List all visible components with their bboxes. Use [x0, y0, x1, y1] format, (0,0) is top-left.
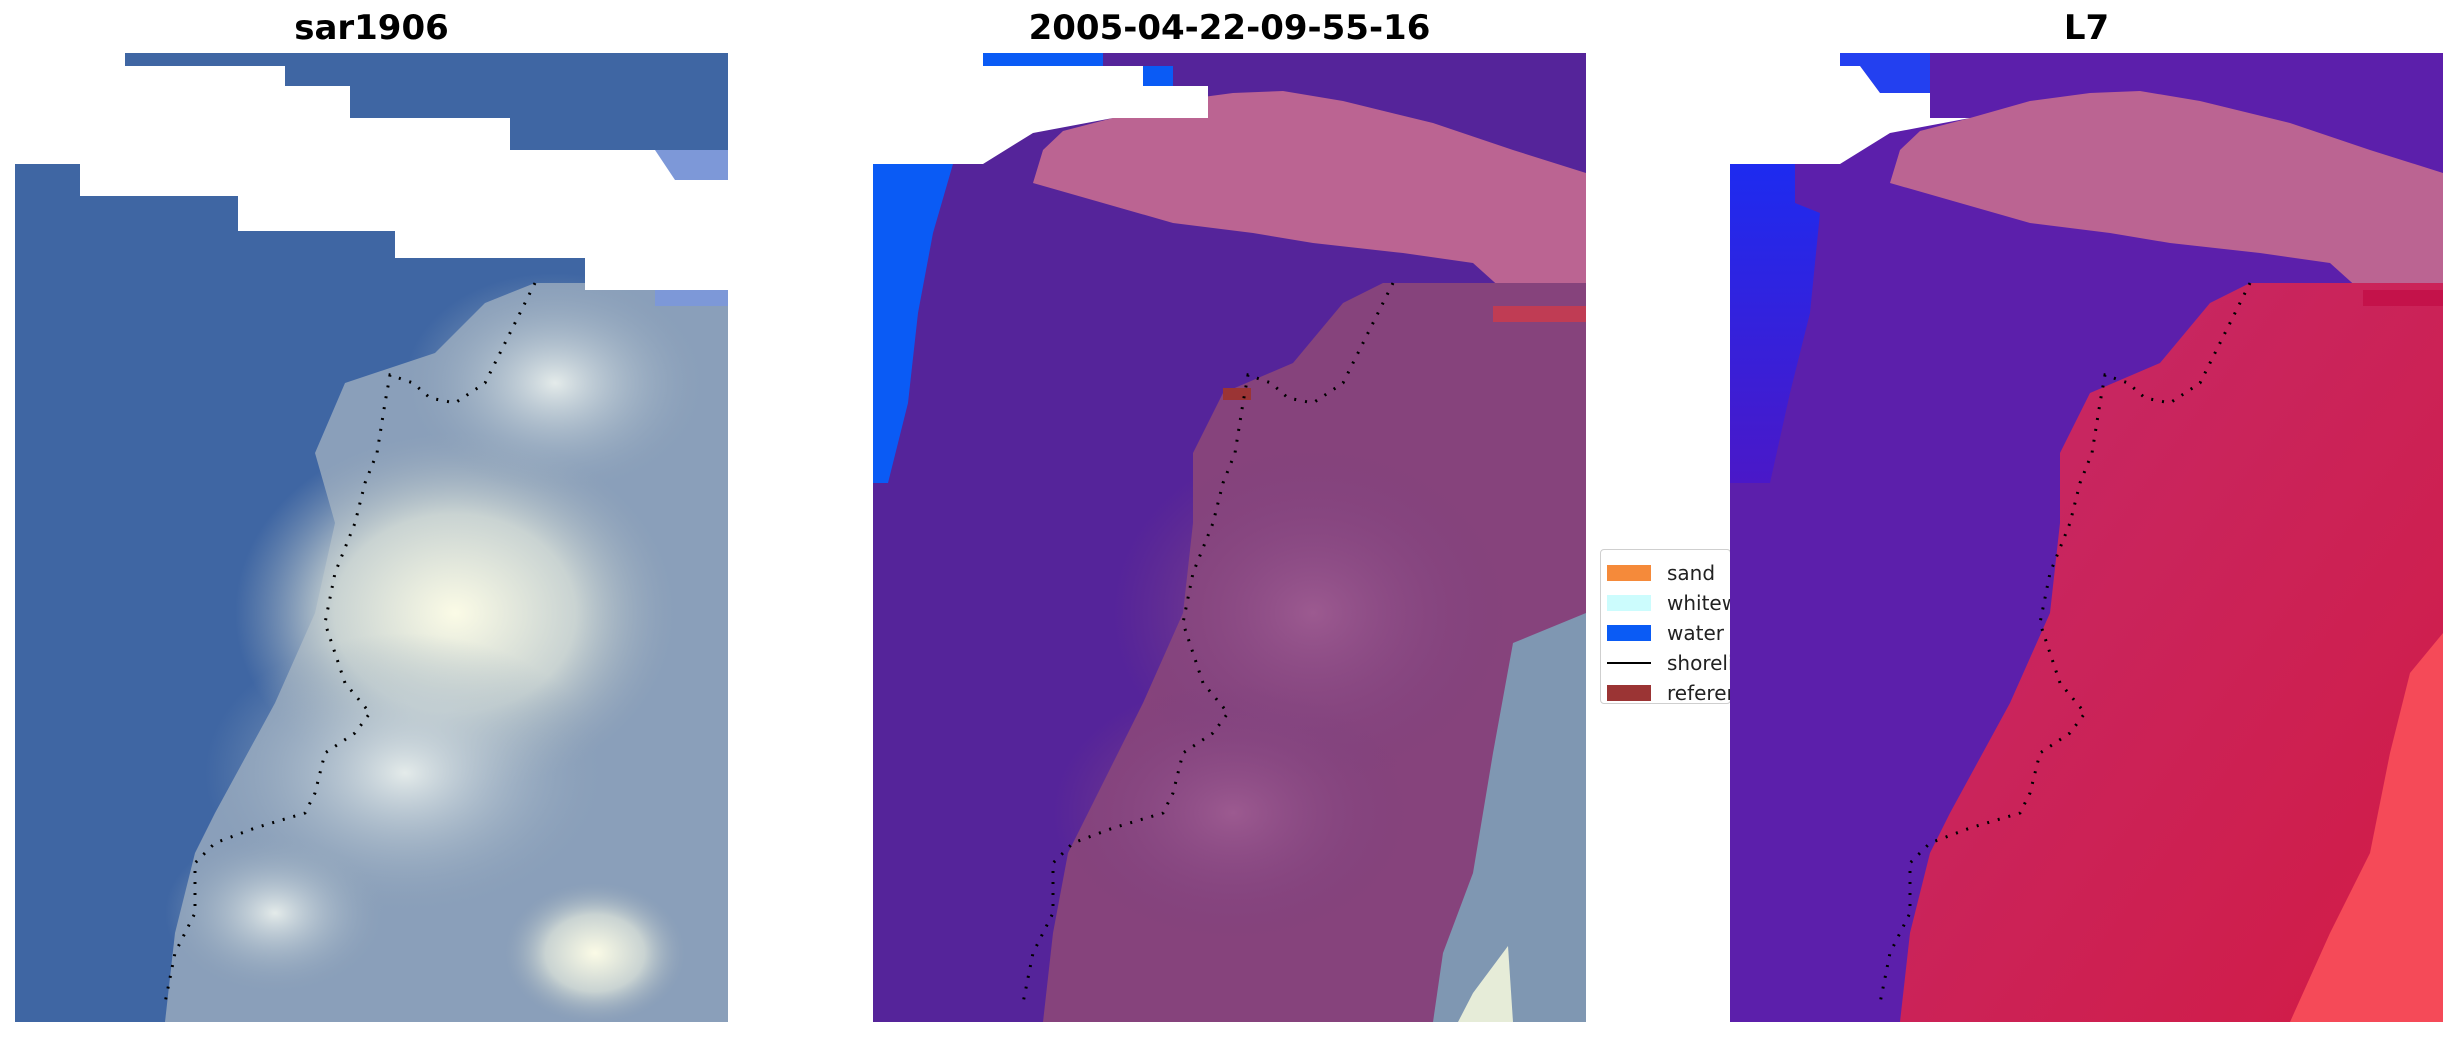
legend-label: shoreline	[1667, 651, 1730, 675]
reference-shoreline-swatch	[1607, 685, 1651, 701]
shoreline-line-swatch	[1607, 662, 1651, 664]
satellite-rgb-image	[15, 53, 728, 1022]
sand-swatch	[1607, 565, 1651, 581]
whitewater-swatch	[1607, 595, 1651, 611]
panel-title-2: 2005-04-22-09-55-16	[1028, 8, 1431, 48]
legend-label: water	[1667, 621, 1724, 645]
classified-image	[873, 53, 1586, 1022]
panel-title-1: sar1906	[294, 8, 449, 48]
legend-label: reference shoreline	[1667, 681, 1730, 704]
legend-label: sand	[1667, 561, 1716, 585]
probability-image	[1730, 53, 2443, 1022]
legend-item-water: water	[1607, 618, 1730, 648]
legend-item-shoreline: shoreline	[1607, 648, 1730, 678]
panel-overlap-mask	[1730, 549, 1736, 704]
water-swatch	[1607, 625, 1651, 641]
legend-item-reference-shoreline: reference shoreline	[1607, 678, 1730, 704]
legend-item-sand: sand	[1607, 558, 1730, 588]
panel-title-3: L7	[2063, 8, 2110, 48]
